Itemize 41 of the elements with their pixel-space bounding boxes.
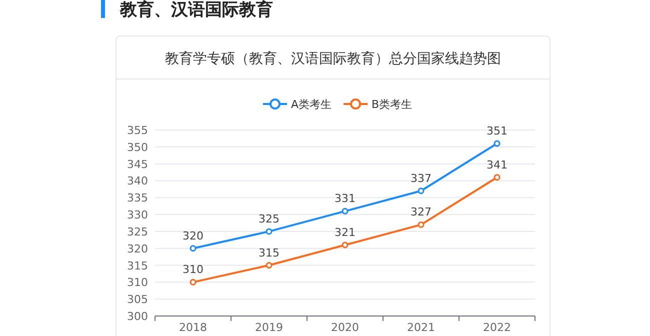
legend-label: B类考生 — [372, 98, 412, 111]
point — [494, 174, 500, 181]
data-label: 351 — [486, 124, 508, 138]
data-label: 320 — [182, 229, 204, 242]
y-tick-label: 355 — [127, 124, 148, 137]
point — [266, 262, 272, 269]
point — [342, 242, 348, 248]
point — [266, 228, 272, 235]
y-tick-label: 335 — [127, 192, 148, 205]
y-tick-label: 300 — [127, 310, 148, 323]
chart-title: 教育学专硕（教育、汉语国际教育）总分国家线趋势图 — [165, 50, 501, 67]
data-label: 331 — [334, 192, 356, 206]
data-label: 337 — [410, 172, 432, 185]
point — [190, 278, 196, 286]
data-label: 325 — [258, 212, 280, 226]
y-tick-label: 340 — [127, 174, 148, 188]
data-label: 341 — [486, 158, 508, 172]
text: 教育、汉语国际教育 — [119, 0, 273, 20]
y-tick-label: 325 — [127, 225, 148, 238]
data-label: 310 — [182, 263, 204, 276]
x-tick-label: 2019 — [255, 321, 283, 334]
y-tick-label: 315 — [127, 259, 148, 272]
y-tick-label: 305 — [127, 293, 148, 306]
x-tick-label: 2021 — [407, 321, 435, 334]
point — [342, 208, 348, 214]
y-tick-label: 320 — [127, 242, 148, 256]
y-tick-label: 330 — [127, 208, 148, 222]
point — [494, 140, 500, 147]
x-tick-label: 2022 — [483, 321, 511, 334]
point — [418, 221, 424, 228]
data-label: 315 — [258, 246, 280, 260]
x-tick-label: 2018 — [179, 321, 207, 334]
y-tick-label: 350 — [127, 140, 148, 154]
y-tick-label: 345 — [127, 158, 148, 171]
data-label: 321 — [334, 226, 356, 239]
legend-label: A类考生 — [291, 98, 332, 111]
x-tick-label: 2020 — [331, 321, 359, 334]
point — [190, 245, 196, 252]
data-label: 327 — [410, 206, 432, 219]
y-tick-label: 310 — [127, 276, 148, 290]
point — [418, 188, 424, 194]
